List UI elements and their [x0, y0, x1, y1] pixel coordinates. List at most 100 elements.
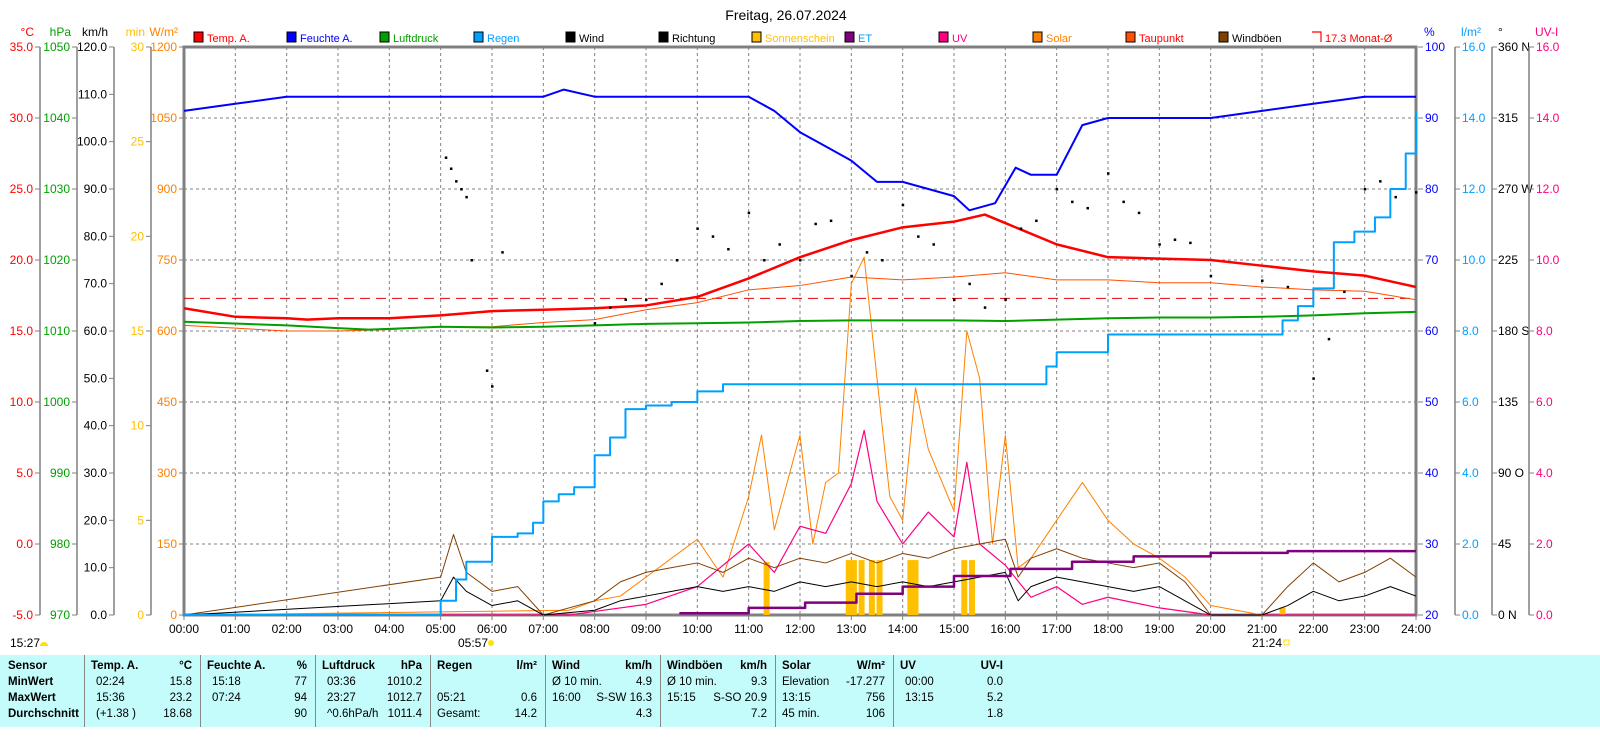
sunshine-tick-label: 20 [131, 229, 145, 243]
table-column-uv: UV UV-I 00:00 0.0 13:15 5.2 1.8 [893, 655, 1005, 727]
series-feuchte-a- [183, 88, 1416, 212]
direction-tick-label: 315 [1498, 111, 1518, 125]
table-column-windböen: Windböen km/h Ø 10 min. 9.3 15:15 S-SO 20.9 7.… [660, 655, 776, 727]
cell-value: 1010.2 [386, 676, 422, 688]
direction-point [696, 227, 699, 230]
direction-point [1189, 241, 1192, 245]
legend-item: Solar [1032, 31, 1072, 45]
direction-point [460, 188, 463, 191]
pressure-tick-label: 1000 [43, 395, 70, 409]
uv-tick-label: 2.0 [1536, 537, 1553, 551]
uv-tick-label: 10.0 [1536, 253, 1560, 267]
cell-value: 77 [294, 676, 307, 688]
direction-point [1394, 195, 1397, 199]
table-column-wind: Wind km/h Ø 10 min. 4.9 16:00 S-SW 16.3 4.3 [545, 655, 661, 727]
cell-label: 05:21 [437, 692, 466, 704]
direction-point [747, 211, 751, 215]
legend-label: UV [952, 33, 968, 45]
direction-point [1415, 191, 1418, 194]
direction-point [932, 243, 935, 246]
sunrise-time: 05:57 [458, 636, 488, 650]
pressure-tick-label: 990 [50, 466, 70, 480]
direction-point [1343, 290, 1346, 294]
legend-label: Solar [1046, 33, 1072, 45]
column-header: Sensor [8, 660, 47, 672]
wind-tick-label: 0.0 [90, 608, 107, 622]
sunshine-bar [763, 561, 770, 615]
solar-tick-label: 450 [157, 395, 177, 409]
legend-item: Temp. A. [193, 31, 250, 45]
cell-value: 1.8 [987, 708, 1003, 720]
direction-point [1122, 200, 1125, 204]
direction-point [881, 259, 884, 262]
direction-point [711, 235, 715, 238]
x-tick-label: 06:00 [477, 622, 507, 636]
legend-label: Windböen [1232, 33, 1282, 45]
rain-tick-label: 14.0 [1462, 111, 1486, 125]
direction-point [1004, 298, 1007, 301]
sunshine-bar [858, 560, 865, 615]
rain-tick-label: 4.0 [1462, 466, 1479, 480]
column-header: Solar [782, 660, 811, 672]
legend-item: Sonnenschein [751, 31, 835, 45]
temp-tick-label: 20.0 [10, 253, 34, 267]
sunshine-tick-label: 0 [137, 608, 144, 622]
sunshine-bar [868, 560, 875, 615]
legend-item: Richtung [658, 31, 715, 45]
sunshine-tick-label: 30 [131, 40, 145, 54]
cell-value: 756 [865, 692, 885, 704]
direction-point [1327, 337, 1331, 341]
cell-value: 1011.4 [387, 708, 422, 720]
legend-item: ET [844, 31, 872, 45]
temp-tick-label: -5.0 [12, 608, 33, 622]
direction-point [1209, 274, 1213, 278]
legend-label: Feuchte A. [300, 33, 353, 45]
row-label: MaxWert [8, 692, 56, 704]
direction-point [968, 282, 971, 286]
direction-tick-label: 360 N [1498, 40, 1530, 54]
direction-point [1173, 238, 1177, 241]
wind-axis-unit: km/h [82, 25, 108, 39]
pressure-axis-unit: hPa [50, 25, 72, 39]
temp-tick-label: 15.0 [10, 324, 34, 338]
legend-swatch [1218, 31, 1229, 43]
direction-point [1158, 243, 1161, 246]
x-tick-label: 03:00 [323, 622, 353, 636]
direction-point [501, 251, 504, 254]
direction-point [1286, 285, 1290, 289]
pressure-tick-label: 980 [50, 537, 70, 551]
series-solar [183, 256, 1416, 616]
column-unit: hPa [400, 660, 422, 672]
wind-tick-label: 10.0 [84, 561, 108, 575]
column-unit: km/h [625, 660, 652, 672]
cell-label: 02:24 [96, 676, 125, 688]
uv-tick-label: 6.0 [1536, 395, 1553, 409]
wind-tick-label: 120.0 [77, 40, 107, 54]
series-wind [183, 571, 1417, 616]
direction-point [1071, 200, 1074, 204]
wind-tick-label: 40.0 [84, 419, 108, 433]
legend-label: Temp. A. [207, 33, 250, 45]
legend-item: Feuchte A. [286, 31, 353, 45]
cell-value: 18.68 [163, 708, 192, 720]
column-header: Temp. A. [91, 660, 139, 672]
uv-tick-label: 4.0 [1536, 466, 1553, 480]
direction-point [917, 235, 920, 238]
humidity-tick-label: 70 [1425, 253, 1439, 267]
x-tick-label: 24:00 [1401, 622, 1431, 636]
sunshine-tick-label: 25 [131, 135, 145, 149]
series-luftdruck [183, 310, 1417, 331]
pressure-tick-label: 970 [50, 608, 70, 622]
legend-item: UV [938, 31, 968, 45]
legend-swatch [1125, 31, 1136, 43]
x-tick-label: 08:00 [580, 622, 610, 636]
x-tick-label: 00:00 [169, 622, 199, 636]
x-tick-label: 21:00 [1247, 622, 1277, 636]
chart-title: Freitag, 26.07.2024 [725, 7, 847, 23]
legend-swatch [193, 31, 204, 43]
direction-tick-label: 45 [1498, 537, 1512, 551]
x-tick-label: 23:00 [1350, 622, 1380, 636]
legend-item: Windböen [1218, 31, 1282, 45]
x-tick-label: 10:00 [682, 622, 712, 636]
legend-swatch [751, 31, 762, 43]
